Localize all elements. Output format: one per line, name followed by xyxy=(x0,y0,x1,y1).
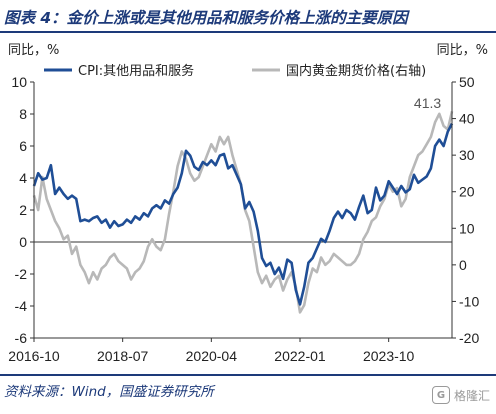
gold-series-line xyxy=(32,111,454,314)
watermark: G 格隆汇 xyxy=(431,386,490,404)
right-axis-label: 同比，% xyxy=(437,43,488,58)
watermark-text: 格隆汇 xyxy=(453,388,490,403)
right-tick-label: 50 xyxy=(459,74,475,90)
left-tick-label: -2 xyxy=(15,266,28,282)
source-note: 资料来源：Wind，国盛证券研究所 xyxy=(4,384,214,400)
right-tick-label: 0 xyxy=(459,257,467,273)
bottom-rule xyxy=(0,374,496,376)
left-tick-label: 8 xyxy=(19,106,27,122)
right-tick-label: 20 xyxy=(459,184,475,200)
legend: CPI:其他用品和服务 国内黄金期货价格(右轴) xyxy=(44,63,426,79)
right-tick-label: 40 xyxy=(459,111,475,127)
legend-label-cpi: CPI:其他用品和服务 xyxy=(78,63,194,79)
legend-label-gold: 国内黄金期货价格(右轴) xyxy=(286,63,426,79)
series-layer xyxy=(32,111,454,314)
annotation-layer: 41.3 xyxy=(414,95,441,111)
top-rule xyxy=(0,31,496,33)
right-tick-label: 10 xyxy=(459,220,475,236)
cpi-series-line xyxy=(32,122,454,306)
x-tick-label: 2022-01 xyxy=(274,348,326,364)
left-tick-label: 0 xyxy=(19,234,27,250)
annotation-label: 41.3 xyxy=(414,95,441,111)
left-axis-label: 同比，% xyxy=(8,43,59,58)
left-tick-label: -6 xyxy=(15,330,28,346)
left-tick-label: -4 xyxy=(15,298,28,314)
left-tick-label: 4 xyxy=(19,170,27,186)
figure-title: 图表 4：金价上涨或是其他用品和服务价格上涨的主要原因 xyxy=(4,9,408,27)
right-tick-label: 30 xyxy=(459,147,475,163)
x-tick-label: 2016-10 xyxy=(8,348,60,364)
right-tick-label: -10 xyxy=(459,293,479,309)
watermark-logo-icon: G xyxy=(431,386,450,404)
left-tick-label: 6 xyxy=(19,138,27,154)
x-tick-label: 2018-07 xyxy=(97,348,149,364)
left-tick-label: 2 xyxy=(19,202,27,218)
left-tick-label: 10 xyxy=(11,74,27,90)
x-tick-label: 2020-04 xyxy=(186,348,238,364)
right-tick-label: -20 xyxy=(459,330,479,346)
x-tick-label: 2023-10 xyxy=(363,348,415,364)
